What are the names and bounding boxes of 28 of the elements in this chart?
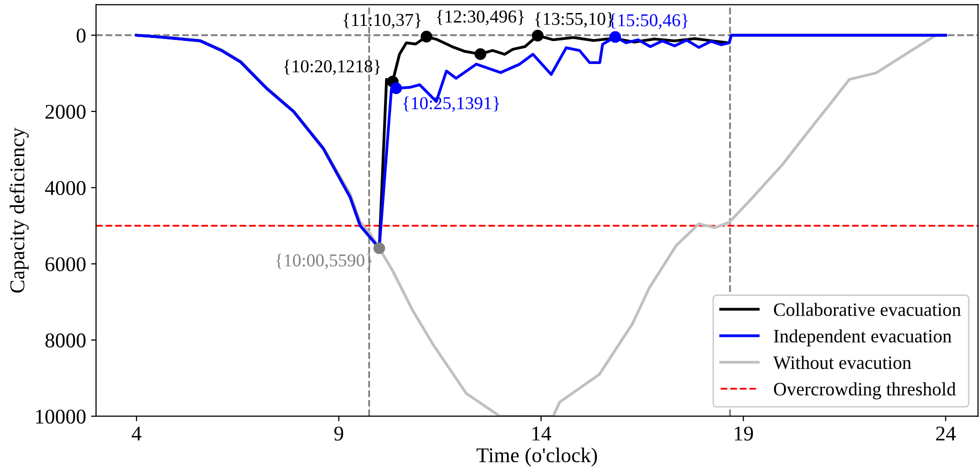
y-tick-label: 6000	[46, 257, 86, 272]
x-tick-label: 4	[132, 426, 142, 440]
legend-label: Independent evacuation	[774, 329, 952, 346]
annotation: {11:10,37}	[344, 13, 421, 29]
x-axis-title: Time (o'clock)	[476, 448, 597, 467]
point	[373, 242, 386, 254]
y-tick-label: 10000	[36, 410, 86, 424]
legend-label: Collaborative evacuation	[774, 302, 961, 316]
y-tick-label: 0	[76, 28, 86, 43]
y-tick-label: 2000	[46, 104, 86, 119]
x-tick-label: 14	[532, 426, 552, 440]
annotation: {10:25,1391}	[403, 96, 500, 112]
point	[390, 82, 402, 94]
y-axis-title: Capacity deficiency	[10, 128, 29, 293]
x-tick-label: 9	[334, 426, 344, 441]
point	[532, 30, 544, 42]
y-tick-label: 8000	[45, 333, 86, 348]
annotation: {10:00,5590}	[276, 254, 372, 270]
annotation: {10:20,1218}	[284, 60, 380, 75]
legend-label: Overcrowding threshold	[774, 382, 956, 400]
x-tick-label: 24	[936, 426, 956, 440]
point	[474, 48, 486, 60]
point	[420, 30, 432, 42]
point	[609, 31, 622, 43]
y-tick-label: 4000	[45, 180, 86, 196]
x-tick-label: 19	[734, 426, 753, 441]
annotation: {12:30,496}	[437, 10, 524, 26]
legend-label: Without evacution	[773, 356, 912, 370]
